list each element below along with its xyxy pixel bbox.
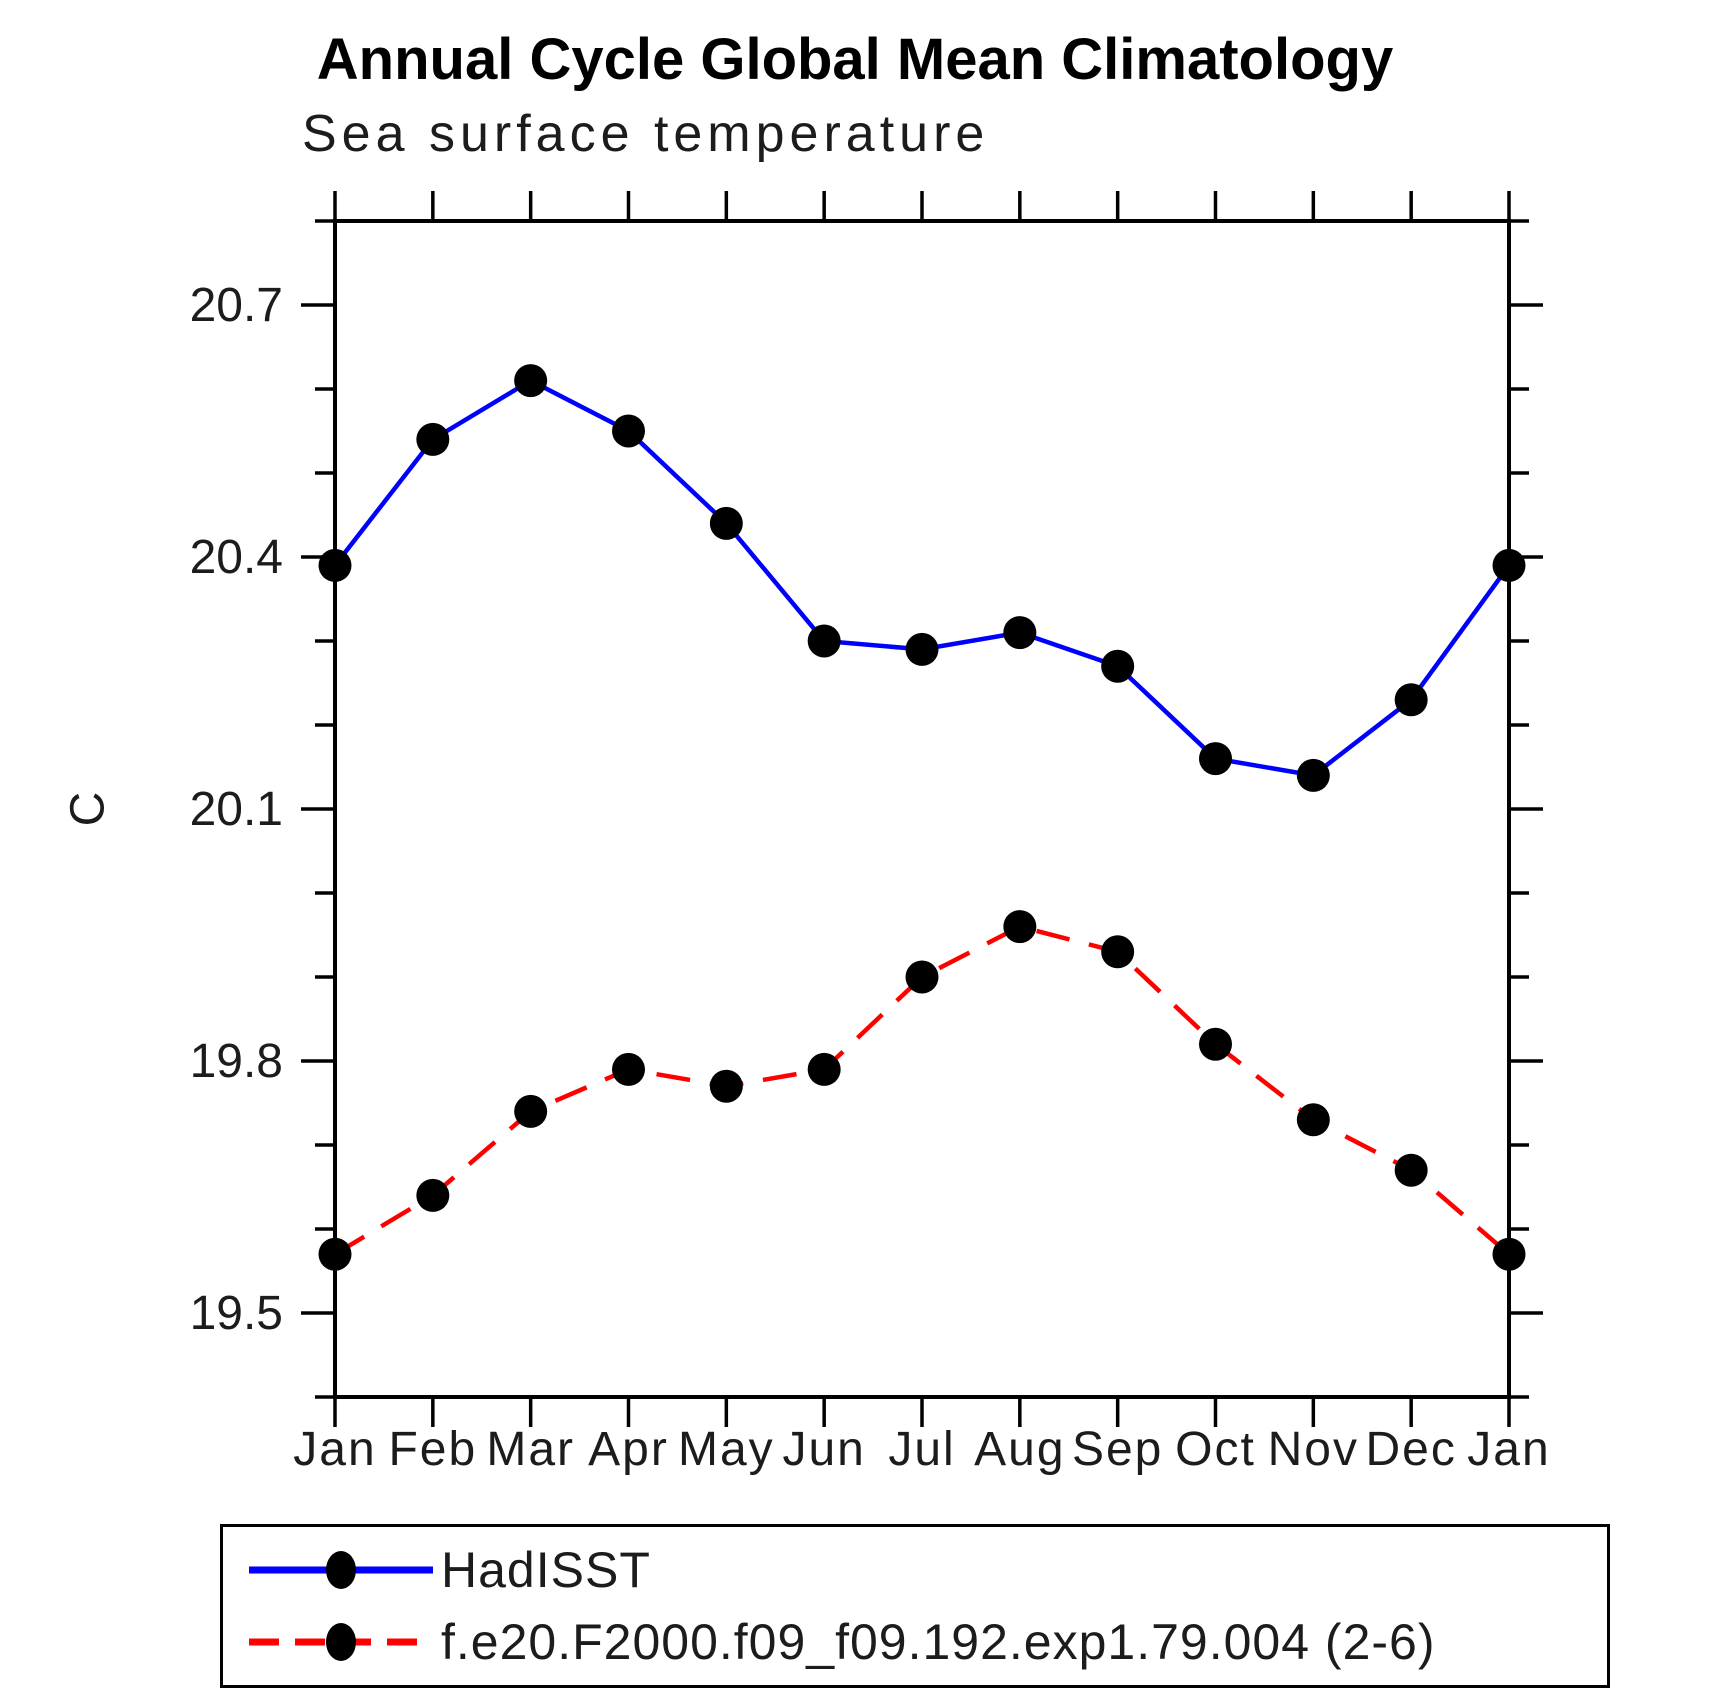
series-1-marker [807, 1052, 841, 1086]
legend-marker-dot [326, 1623, 356, 1661]
series-1-marker [612, 1052, 645, 1086]
series-1-marker [1492, 1237, 1526, 1271]
series-0-marker [1492, 548, 1526, 582]
y-tick-label: 20.1 [190, 783, 283, 836]
legend-label-model: f.e20.F2000.f09_f09.192.exp1.79.004 (2-6… [441, 1614, 1436, 1670]
x-tick-label: Sep [1072, 1423, 1163, 1476]
series-1-marker [1003, 910, 1037, 944]
series-0-marker [905, 632, 939, 666]
y-tick-label: 20.4 [190, 531, 283, 584]
plot-frame [333, 219, 1511, 1399]
series-0-marker [416, 422, 450, 456]
series-1-marker [905, 960, 939, 994]
x-axis-labels: Jan Feb Mar Apr May Jun Jul Aug Sep Oct Nov Dec Jan [293, 1423, 1550, 1476]
series-0-marker [1296, 758, 1330, 792]
x-tick-label: Dec [1365, 1423, 1456, 1476]
x-tick-label: Jan [1467, 1423, 1550, 1476]
series-1-marker [416, 1178, 450, 1212]
x-axis-ticks [333, 191, 1511, 1427]
series-1-marker [514, 1094, 548, 1128]
series-0 [318, 364, 1526, 792]
x-tick-label: Nov [1268, 1423, 1359, 1476]
series-0-marker [709, 506, 743, 540]
x-tick-label: Feb [388, 1423, 477, 1476]
legend-sample-hadisst [249, 1551, 433, 1589]
legend: HadISST f.e20.F2000.f09_f09.192.exp1.79.… [220, 1524, 1610, 1688]
series-0-marker [1101, 649, 1135, 683]
x-tick-label: Jul [888, 1423, 955, 1476]
x-tick-label: Aug [974, 1423, 1065, 1476]
x-tick-label: Oct [1175, 1423, 1256, 1476]
y-tick-label: 20.7 [190, 279, 283, 332]
series-0-marker [514, 364, 548, 398]
y-axis-labels: 19.5 19.8 20.1 20.4 20.7 [190, 279, 283, 1340]
legend-entry-hadisst: HadISST [241, 1541, 1607, 1599]
series-0-marker [1394, 683, 1428, 717]
series-0-marker [612, 414, 645, 448]
y-tick-label: 19.8 [190, 1035, 283, 1088]
series-0-marker [1199, 742, 1232, 776]
series-1-marker [1394, 1153, 1428, 1187]
series-1 [318, 910, 1526, 1271]
x-tick-label: May [678, 1423, 775, 1476]
x-tick-label: Jun [782, 1423, 865, 1476]
x-tick-label: Apr [588, 1423, 669, 1476]
series-1-marker [1101, 935, 1135, 969]
series-1-marker [318, 1237, 352, 1271]
legend-sample-model [249, 1623, 433, 1661]
series-1-marker [709, 1069, 743, 1103]
x-tick-label: Mar [486, 1423, 575, 1476]
series-1-marker [1296, 1103, 1330, 1137]
series-0-marker [318, 548, 352, 582]
series-1-marker [1199, 1027, 1232, 1061]
chart-subtitle: Sea surface temperature [302, 105, 990, 163]
series-0-line [333, 378, 1511, 778]
series-0-marker [1003, 616, 1037, 650]
y-axis-ticks [301, 219, 1543, 1399]
y-tick-label: 19.5 [190, 1287, 283, 1340]
legend-entry-model: f.e20.F2000.f09_f09.192.exp1.79.004 (2-6… [241, 1613, 1607, 1671]
x-tick-label: Jan [293, 1423, 376, 1476]
series-0-marker [807, 624, 841, 658]
legend-label-hadisst: HadISST [441, 1542, 651, 1598]
legend-marker-dot [326, 1551, 356, 1589]
chart-title: Annual Cycle Global Mean Climatology [316, 27, 1394, 92]
